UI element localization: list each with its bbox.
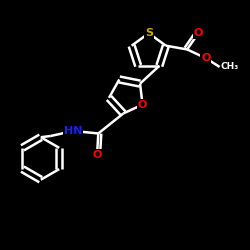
Text: HN: HN <box>64 126 82 136</box>
Text: O: O <box>194 28 203 38</box>
Text: O: O <box>92 150 102 160</box>
Text: O: O <box>201 53 210 63</box>
Text: S: S <box>145 28 153 38</box>
Text: CH₃: CH₃ <box>221 62 239 72</box>
Text: O: O <box>138 100 147 110</box>
